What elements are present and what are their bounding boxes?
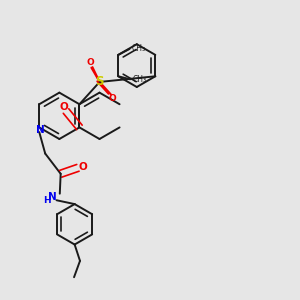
Text: O: O	[78, 162, 87, 172]
Text: S: S	[95, 75, 104, 88]
Text: CH₃: CH₃	[132, 44, 146, 53]
Text: N: N	[36, 125, 45, 135]
Text: O: O	[86, 58, 94, 68]
Text: H: H	[43, 196, 51, 205]
Text: CH₃: CH₃	[133, 75, 147, 84]
Text: N: N	[48, 192, 57, 202]
Text: O: O	[59, 103, 68, 112]
Text: O: O	[108, 94, 116, 103]
